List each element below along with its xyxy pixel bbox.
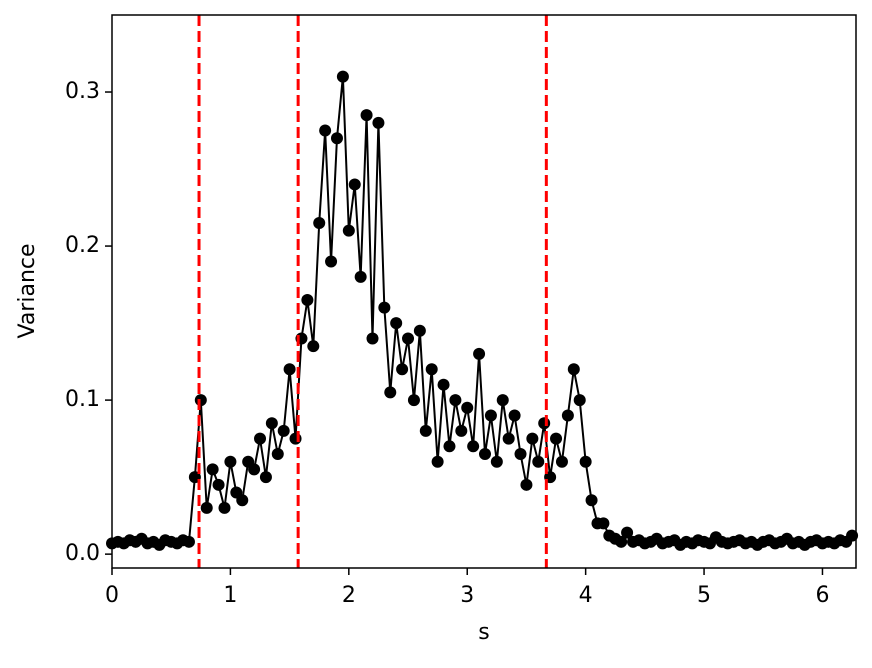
data-point bbox=[396, 363, 409, 376]
data-point bbox=[206, 463, 219, 476]
data-point bbox=[354, 270, 367, 283]
data-point bbox=[437, 378, 450, 391]
data-point bbox=[561, 409, 574, 422]
data-point bbox=[265, 417, 278, 430]
data-point bbox=[277, 424, 290, 437]
data-point bbox=[271, 448, 284, 461]
x-axis-label: s bbox=[478, 620, 489, 645]
data-point bbox=[342, 224, 355, 237]
data-point bbox=[455, 424, 468, 437]
data-point bbox=[301, 293, 314, 306]
data-point bbox=[289, 432, 302, 445]
plot-frame bbox=[111, 14, 857, 569]
x-tick-label: 0 bbox=[105, 583, 119, 608]
data-point bbox=[496, 394, 509, 407]
data-point bbox=[390, 317, 403, 330]
data-point bbox=[538, 417, 551, 430]
data-point bbox=[484, 409, 497, 422]
x-tick-label: 3 bbox=[460, 583, 474, 608]
y-tick-label: 0.3 bbox=[65, 79, 100, 104]
data-point bbox=[532, 455, 545, 468]
data-point bbox=[478, 448, 491, 461]
data-point bbox=[407, 394, 420, 407]
data-point bbox=[502, 432, 515, 445]
x-tick-label: 2 bbox=[342, 583, 356, 608]
data-point bbox=[520, 478, 533, 491]
data-point bbox=[254, 432, 267, 445]
data-point bbox=[597, 517, 610, 530]
y-tick-label: 0.1 bbox=[65, 387, 100, 412]
data-point bbox=[236, 494, 249, 507]
data-point bbox=[425, 363, 438, 376]
x-tick-label: 5 bbox=[697, 583, 711, 608]
data-point bbox=[325, 255, 338, 268]
data-point bbox=[194, 394, 207, 407]
data-point bbox=[621, 526, 634, 539]
y-tick-label: 0.2 bbox=[65, 233, 100, 258]
data-point bbox=[248, 463, 261, 476]
data-point bbox=[449, 394, 462, 407]
data-point bbox=[313, 216, 326, 229]
data-point bbox=[555, 455, 568, 468]
data-point bbox=[378, 301, 391, 314]
data-point bbox=[360, 109, 373, 122]
data-point bbox=[615, 535, 628, 548]
data-point bbox=[467, 440, 480, 453]
data-point bbox=[526, 432, 539, 445]
data-point bbox=[366, 332, 379, 345]
data-point bbox=[585, 494, 598, 507]
data-point bbox=[200, 501, 213, 514]
x-tick-label: 6 bbox=[815, 583, 829, 608]
x-tick-label: 4 bbox=[579, 583, 593, 608]
data-point bbox=[348, 178, 361, 191]
data-point bbox=[846, 529, 859, 542]
data-point bbox=[413, 324, 426, 337]
data-point bbox=[461, 401, 474, 414]
data-point bbox=[402, 332, 415, 345]
data-point bbox=[419, 424, 432, 437]
data-point bbox=[259, 471, 272, 484]
data-point bbox=[182, 535, 195, 548]
data-point bbox=[224, 455, 237, 468]
data-point bbox=[514, 448, 527, 461]
data-point bbox=[307, 340, 320, 353]
data-point bbox=[550, 432, 563, 445]
data-point bbox=[336, 70, 349, 83]
data-point bbox=[218, 501, 231, 514]
y-tick-label: 0.0 bbox=[65, 541, 100, 566]
data-point bbox=[567, 363, 580, 376]
data-point bbox=[319, 124, 332, 137]
data-point bbox=[473, 347, 486, 360]
data-point bbox=[372, 116, 385, 129]
data-point bbox=[573, 394, 586, 407]
data-point bbox=[212, 478, 225, 491]
y-axis-label: Variance bbox=[15, 243, 40, 338]
data-point bbox=[508, 409, 521, 422]
data-point bbox=[384, 386, 397, 399]
data-point bbox=[283, 363, 296, 376]
data-point bbox=[579, 455, 592, 468]
x-tick-label: 1 bbox=[223, 583, 237, 608]
data-point bbox=[490, 455, 503, 468]
data-point bbox=[443, 440, 456, 453]
data-point bbox=[431, 455, 444, 468]
data-line bbox=[111, 76, 853, 547]
data-point bbox=[330, 132, 343, 145]
